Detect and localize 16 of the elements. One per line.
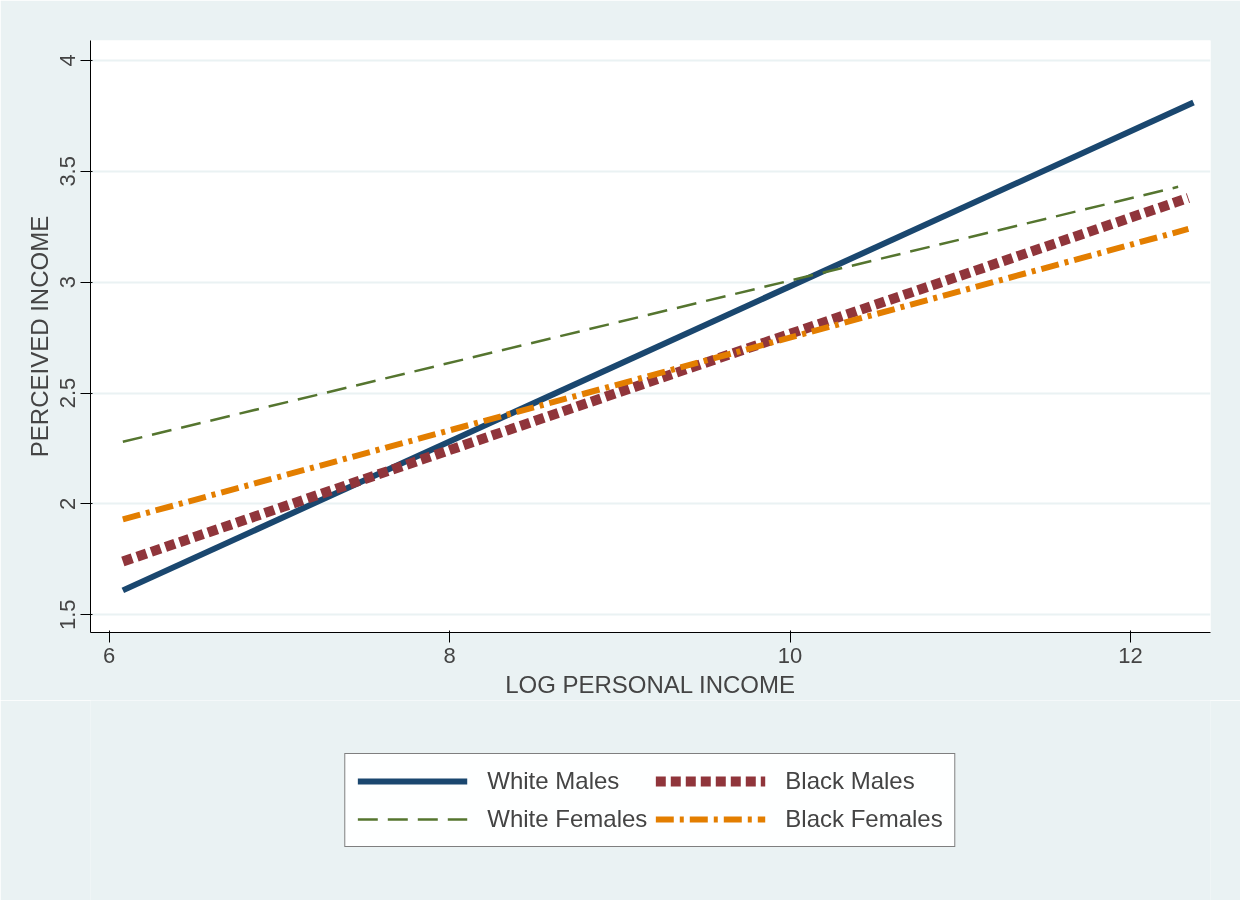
legend-label: Black Females (785, 805, 943, 833)
x-tick-label: 8 (443, 642, 456, 668)
y-tick-label: 2 (55, 497, 81, 511)
legend-label: Black Males (785, 767, 915, 795)
y-tick-label: 3 (55, 276, 81, 289)
y-tick-label: 1.5 (55, 599, 81, 631)
y-axis-title: PERCEIVED INCOME (25, 215, 53, 458)
legend-label: White Males (487, 767, 620, 795)
y-tick-label: 2.5 (55, 377, 81, 409)
x-tick-label: 10 (777, 642, 803, 668)
y-tick-label: 4 (55, 54, 81, 67)
legend-label: White Females (487, 805, 648, 833)
x-tick-label: 6 (103, 642, 116, 668)
x-tick-label: 12 (1118, 642, 1143, 668)
x-axis-title: LOG PERSONAL INCOME (505, 670, 795, 698)
y-tick-label: 3.5 (55, 156, 81, 187)
